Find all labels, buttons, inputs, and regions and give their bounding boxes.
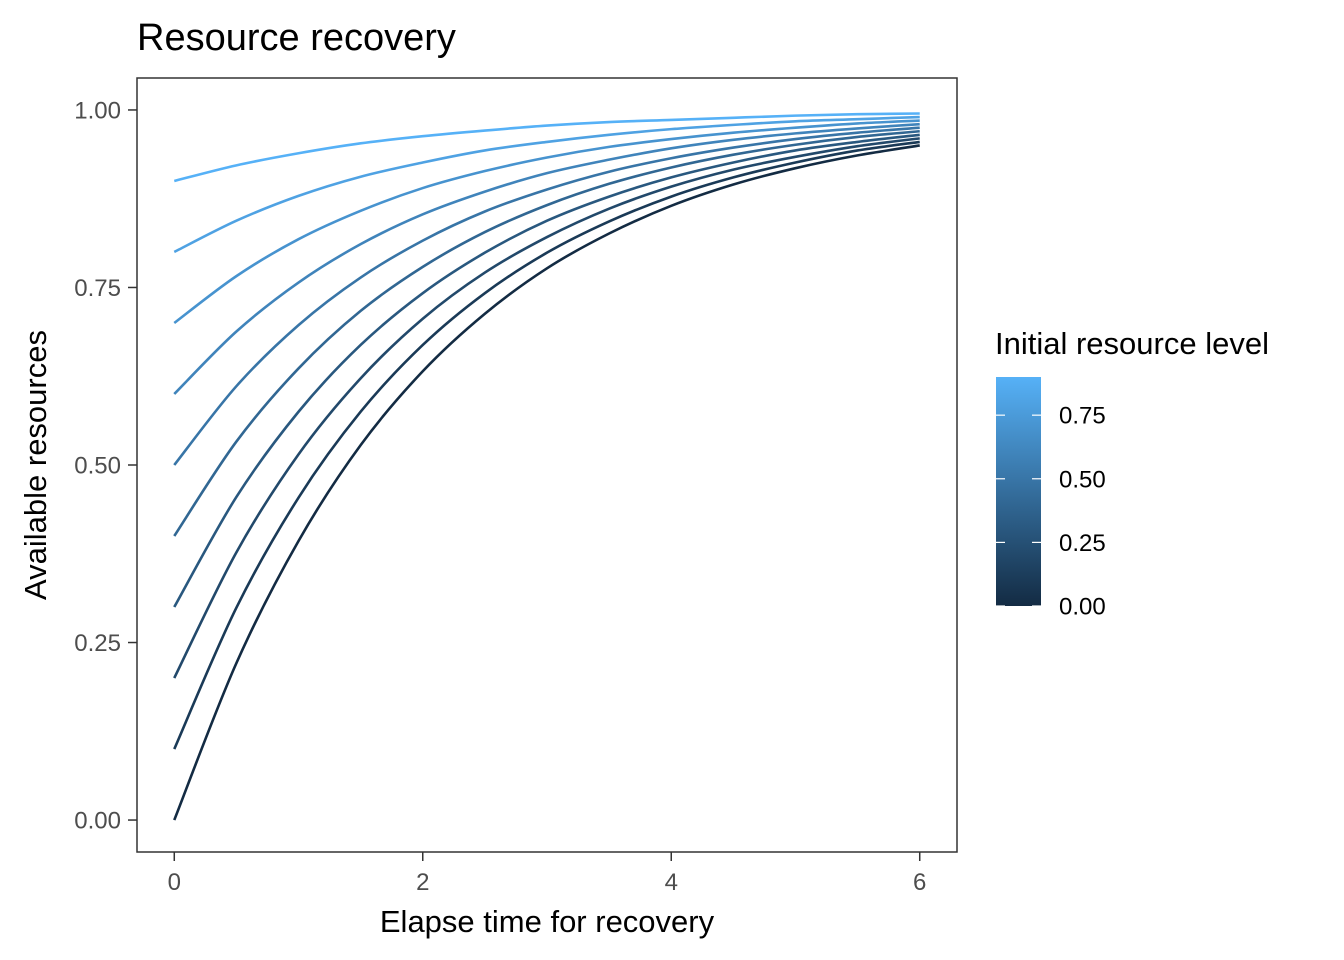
colorbar-tick-label: 0.00: [1059, 594, 1106, 621]
y-tick-label: 0.00: [74, 808, 121, 835]
chart-title: Resource recovery: [137, 17, 456, 59]
series-line-1: [173, 140, 920, 750]
series-line-7: [173, 119, 920, 325]
x-tick-label: 6: [913, 869, 926, 896]
x-tick-label: 2: [416, 869, 429, 896]
colorbar-tick-label: 0.50: [1059, 466, 1106, 493]
y-tick-label: 0.50: [74, 453, 121, 480]
series-line-9: [173, 112, 920, 183]
series-lines: [173, 112, 920, 821]
y-tick-label: 1.00: [74, 97, 121, 124]
series-line-4: [173, 129, 920, 537]
colorbar: [996, 377, 1041, 606]
series-line-5: [173, 126, 920, 466]
colorbar-ticks: 0.00 0.25 0.50 0.75: [996, 403, 1106, 621]
series-line-2: [173, 137, 920, 679]
y-axis: 0.00 0.25 0.50 0.75 1.00: [74, 97, 137, 835]
plot-panel-border: [136, 77, 958, 853]
legend-title: Initial resource level: [995, 326, 1269, 361]
y-axis-title: Available resources: [18, 330, 53, 600]
series-line-8: [173, 115, 920, 254]
y-tick-label: 0.75: [74, 275, 121, 302]
series-line-6: [173, 122, 920, 395]
colorbar-tick-label: 0.75: [1059, 403, 1106, 430]
legend: Initial resource level 0.00 0.25 0.50 0.75: [995, 326, 1269, 621]
series-line-3: [173, 133, 920, 608]
series-line-0: [173, 144, 920, 821]
x-axis-title: Elapse time for recovery: [380, 904, 715, 939]
x-tick-label: 4: [665, 869, 678, 896]
x-tick-label: 0: [168, 869, 181, 896]
y-tick-label: 0.25: [74, 630, 121, 657]
x-axis: 0 2 4 6: [168, 852, 926, 896]
colorbar-tick-label: 0.25: [1059, 530, 1106, 557]
